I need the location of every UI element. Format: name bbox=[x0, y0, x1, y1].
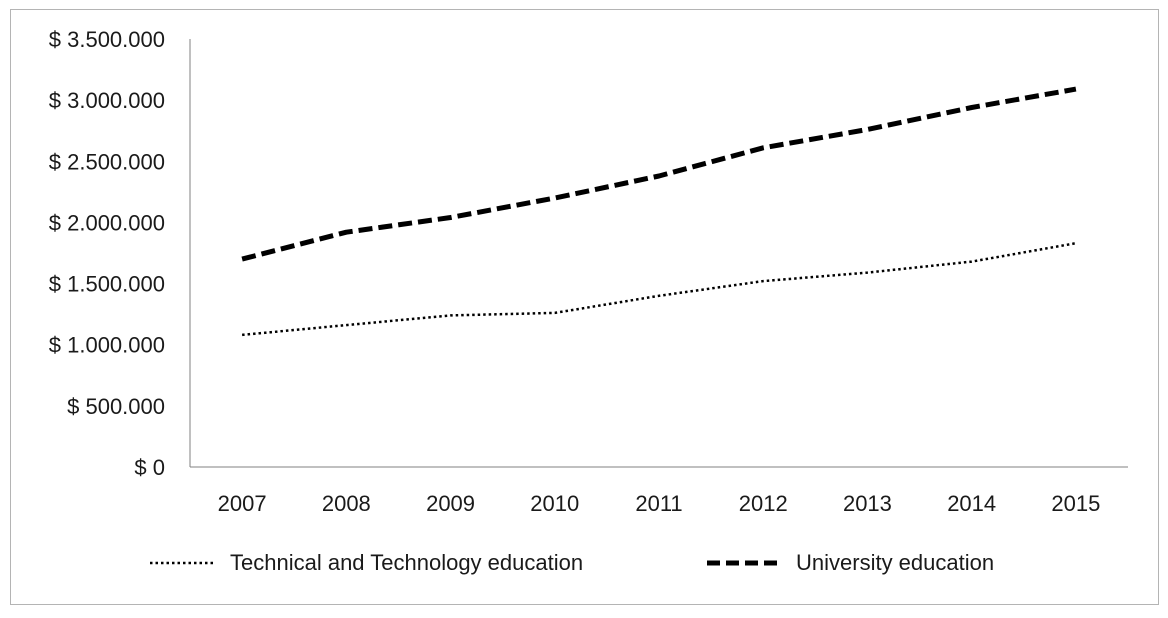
y-tick-labels: $ 0 $ 500.000 $ 1.000.000 $ 1.500.000 $ 2.00… bbox=[49, 27, 165, 480]
x-tick-labels: 2007 2008 2009 2010 2011 2012 2013 2014 2015 bbox=[218, 491, 1101, 516]
x-tick-label: 2014 bbox=[947, 491, 996, 516]
x-tick-label: 2011 bbox=[635, 491, 682, 516]
x-tick-label: 2010 bbox=[530, 491, 579, 516]
y-tick-label: $ 500.000 bbox=[67, 394, 165, 419]
technical-data-point bbox=[864, 270, 870, 276]
x-tick-label: 2015 bbox=[1051, 491, 1100, 516]
y-tick-label: $ 2.000.000 bbox=[49, 210, 165, 235]
y-tick-label: $ 2.500.000 bbox=[49, 149, 165, 174]
university-data-point bbox=[1073, 86, 1079, 92]
x-tick-label: 2008 bbox=[322, 491, 371, 516]
x-tick-label: 2013 bbox=[843, 491, 892, 516]
y-tick-label: $ 3.500.000 bbox=[49, 27, 165, 52]
y-tick-label: $ 3.000.000 bbox=[49, 88, 165, 113]
technical-data-point bbox=[239, 332, 245, 338]
series-line-technical bbox=[241, 241, 1077, 337]
x-tick-label: 2007 bbox=[218, 491, 267, 516]
technical-data-point bbox=[969, 259, 975, 265]
series-line-university bbox=[241, 86, 1077, 262]
axes bbox=[189, 39, 1128, 468]
university-data-point bbox=[343, 229, 349, 235]
x-tick-label: 2012 bbox=[739, 491, 788, 516]
y-tick-label: $ 1.000.000 bbox=[49, 333, 165, 358]
legend: Technical and Technology education Unive… bbox=[150, 550, 994, 575]
technical-data-point bbox=[760, 278, 766, 284]
y-tick-label: $ 1.500.000 bbox=[49, 272, 165, 297]
university-data-point bbox=[760, 145, 766, 151]
technical-data-point bbox=[656, 293, 662, 299]
university-data-point bbox=[448, 215, 454, 221]
university-data-point bbox=[656, 173, 662, 179]
legend-label-university: University education bbox=[796, 550, 994, 575]
technical-data-point bbox=[343, 322, 349, 328]
university-data-point bbox=[969, 104, 975, 110]
technical-data-point bbox=[552, 310, 558, 316]
university-data-point bbox=[864, 126, 870, 132]
x-tick-label: 2009 bbox=[426, 491, 475, 516]
legend-label-technical: Technical and Technology education bbox=[230, 550, 583, 575]
series-lines bbox=[239, 86, 1079, 338]
y-tick-label: $ 0 bbox=[134, 455, 165, 480]
university-data-point bbox=[239, 256, 245, 262]
technical-data-point bbox=[1073, 240, 1079, 246]
technical-data-point bbox=[448, 312, 454, 318]
university-data-point bbox=[552, 195, 558, 201]
